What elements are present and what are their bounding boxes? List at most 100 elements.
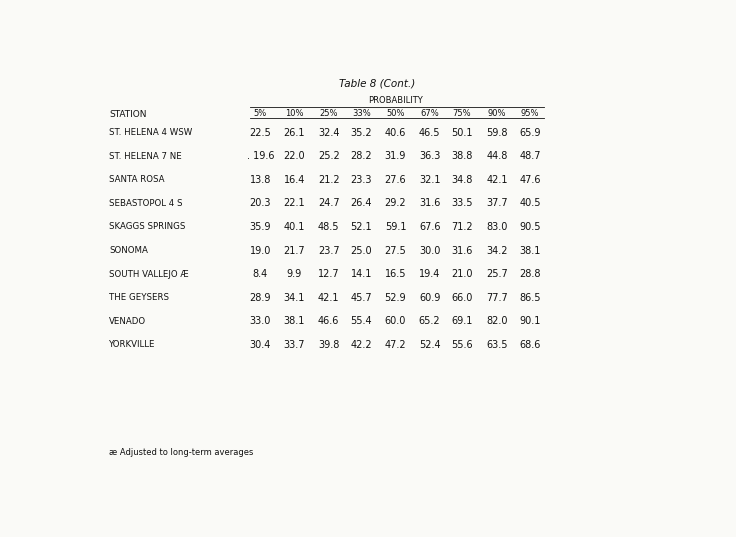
Text: 40.6: 40.6 xyxy=(385,128,406,137)
Text: 48.5: 48.5 xyxy=(318,222,339,232)
Text: 44.8: 44.8 xyxy=(486,151,508,161)
Text: 67%: 67% xyxy=(420,108,439,118)
Text: 31.9: 31.9 xyxy=(385,151,406,161)
Text: 33.0: 33.0 xyxy=(250,316,271,326)
Text: 27.5: 27.5 xyxy=(385,245,406,256)
Text: 21.2: 21.2 xyxy=(318,175,339,185)
Text: 21.0: 21.0 xyxy=(451,269,473,279)
Text: 28.2: 28.2 xyxy=(350,151,372,161)
Text: 34.1: 34.1 xyxy=(284,293,305,303)
Text: 30.4: 30.4 xyxy=(250,340,271,350)
Text: 9.9: 9.9 xyxy=(287,269,302,279)
Text: . 19.6: . 19.6 xyxy=(247,151,274,161)
Text: THE GEYSERS: THE GEYSERS xyxy=(109,293,169,302)
Text: 12.7: 12.7 xyxy=(318,269,339,279)
Text: 19.4: 19.4 xyxy=(419,269,440,279)
Text: 45.7: 45.7 xyxy=(350,293,372,303)
Text: 38.1: 38.1 xyxy=(520,245,541,256)
Text: 19.0: 19.0 xyxy=(250,245,271,256)
Text: 35.2: 35.2 xyxy=(350,128,372,137)
Text: 47.2: 47.2 xyxy=(385,340,406,350)
Text: 29.2: 29.2 xyxy=(385,198,406,208)
Text: 26.1: 26.1 xyxy=(284,128,305,137)
Text: 28.9: 28.9 xyxy=(250,293,271,303)
Text: SKAGGS SPRINGS: SKAGGS SPRINGS xyxy=(109,222,185,231)
Text: 75%: 75% xyxy=(453,108,471,118)
Text: 90.5: 90.5 xyxy=(520,222,541,232)
Text: 42.2: 42.2 xyxy=(350,340,372,350)
Text: 10%: 10% xyxy=(286,108,304,118)
Text: 69.1: 69.1 xyxy=(451,316,473,326)
Text: 67.6: 67.6 xyxy=(419,222,440,232)
Text: 37.7: 37.7 xyxy=(486,198,508,208)
Text: 24.7: 24.7 xyxy=(318,198,339,208)
Text: 22.0: 22.0 xyxy=(283,151,305,161)
Text: 26.4: 26.4 xyxy=(350,198,372,208)
Text: 32.1: 32.1 xyxy=(419,175,440,185)
Text: 55.4: 55.4 xyxy=(350,316,372,326)
Text: 8.4: 8.4 xyxy=(252,269,268,279)
Text: 86.5: 86.5 xyxy=(520,293,541,303)
Text: 90%: 90% xyxy=(488,108,506,118)
Text: 22.1: 22.1 xyxy=(283,198,305,208)
Text: PROBABILITY: PROBABILITY xyxy=(368,96,422,105)
Text: ST. HELENA 4 WSW: ST. HELENA 4 WSW xyxy=(109,128,192,137)
Text: 23.3: 23.3 xyxy=(350,175,372,185)
Text: 59.8: 59.8 xyxy=(486,128,508,137)
Text: SONOMA: SONOMA xyxy=(109,246,148,255)
Text: 38.1: 38.1 xyxy=(284,316,305,326)
Text: 33%: 33% xyxy=(352,108,371,118)
Text: SANTA ROSA: SANTA ROSA xyxy=(109,175,165,184)
Text: 25.2: 25.2 xyxy=(318,151,339,161)
Text: 32.4: 32.4 xyxy=(318,128,339,137)
Text: 25.0: 25.0 xyxy=(350,245,372,256)
Text: 46.6: 46.6 xyxy=(318,316,339,326)
Text: 21.7: 21.7 xyxy=(283,245,305,256)
Text: YORKVILLE: YORKVILLE xyxy=(109,340,155,349)
Text: 77.7: 77.7 xyxy=(486,293,508,303)
Text: SEBASTOPOL 4 S: SEBASTOPOL 4 S xyxy=(109,199,183,208)
Text: 40.5: 40.5 xyxy=(520,198,541,208)
Text: 71.2: 71.2 xyxy=(451,222,473,232)
Text: 68.6: 68.6 xyxy=(520,340,541,350)
Text: 65.2: 65.2 xyxy=(419,316,440,326)
Text: 28.8: 28.8 xyxy=(520,269,541,279)
Text: 33.5: 33.5 xyxy=(451,198,473,208)
Text: 34.8: 34.8 xyxy=(451,175,473,185)
Text: VENADO: VENADO xyxy=(109,317,146,326)
Text: 22.5: 22.5 xyxy=(250,128,271,137)
Text: 34.2: 34.2 xyxy=(486,245,508,256)
Text: 14.1: 14.1 xyxy=(350,269,372,279)
Text: 33.7: 33.7 xyxy=(284,340,305,350)
Text: 42.1: 42.1 xyxy=(318,293,339,303)
Text: 31.6: 31.6 xyxy=(419,198,440,208)
Text: 36.3: 36.3 xyxy=(419,151,440,161)
Text: 25%: 25% xyxy=(319,108,338,118)
Text: 63.5: 63.5 xyxy=(486,340,508,350)
Text: 52.9: 52.9 xyxy=(385,293,406,303)
Text: 5%: 5% xyxy=(254,108,267,118)
Text: 48.7: 48.7 xyxy=(520,151,541,161)
Text: 60.0: 60.0 xyxy=(385,316,406,326)
Text: 52.1: 52.1 xyxy=(350,222,372,232)
Text: 38.8: 38.8 xyxy=(451,151,473,161)
Text: 90.1: 90.1 xyxy=(520,316,541,326)
Text: 65.9: 65.9 xyxy=(520,128,541,137)
Text: 16.4: 16.4 xyxy=(284,175,305,185)
Text: 25.7: 25.7 xyxy=(486,269,508,279)
Text: 39.8: 39.8 xyxy=(318,340,339,350)
Text: 47.6: 47.6 xyxy=(520,175,541,185)
Text: 16.5: 16.5 xyxy=(385,269,406,279)
Text: 46.5: 46.5 xyxy=(419,128,440,137)
Text: STATION: STATION xyxy=(109,110,146,119)
Text: 66.0: 66.0 xyxy=(451,293,473,303)
Text: 95%: 95% xyxy=(521,108,539,118)
Text: 52.4: 52.4 xyxy=(419,340,440,350)
Text: 42.1: 42.1 xyxy=(486,175,508,185)
Text: 60.9: 60.9 xyxy=(419,293,440,303)
Text: 27.6: 27.6 xyxy=(385,175,406,185)
Text: 13.8: 13.8 xyxy=(250,175,271,185)
Text: 20.3: 20.3 xyxy=(250,198,271,208)
Text: SOUTH VALLEJO Æ: SOUTH VALLEJO Æ xyxy=(109,270,189,279)
Text: 40.1: 40.1 xyxy=(284,222,305,232)
